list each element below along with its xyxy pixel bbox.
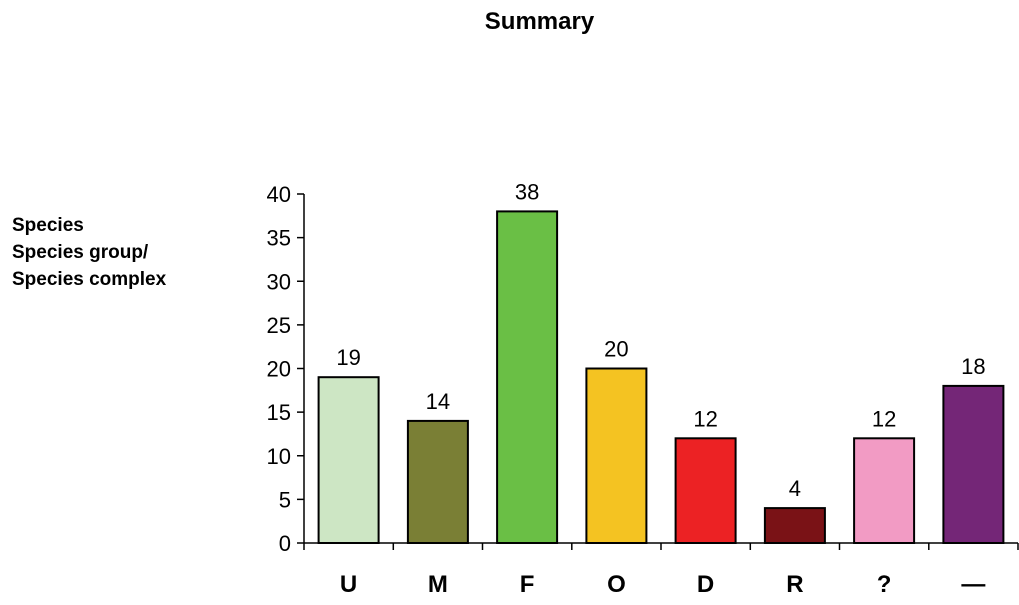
x-tick-label-7: — [961, 571, 985, 598]
x-tick-label-1: M [428, 571, 448, 598]
y-axis-label-line-1: Species [12, 215, 84, 236]
data-label-3: 20 [604, 337, 628, 362]
bar-4 [674, 437, 737, 544]
y-tick-label-3: 15 [267, 400, 291, 425]
y-tick-label-2: 10 [267, 444, 291, 469]
y-tick-label-5: 25 [267, 313, 291, 338]
data-label-1: 14 [426, 389, 450, 414]
bar-2 [496, 210, 559, 544]
bar-6 [853, 437, 916, 544]
x-tick-label-5: R [786, 571, 803, 598]
chart-title: Summary [484, 8, 595, 35]
bar-7 [942, 384, 1005, 544]
x-tick-label-2: F [520, 571, 535, 598]
bar-3 [585, 367, 648, 544]
data-label-0: 19 [336, 345, 360, 370]
data-label-5: 4 [789, 476, 801, 501]
x-tick-label-6: ? [877, 571, 892, 598]
y-tick-label-1: 5 [279, 487, 291, 512]
bar-5 [763, 507, 826, 545]
y-tick-label-4: 20 [267, 357, 291, 382]
y-tick-label-8: 40 [267, 182, 291, 207]
bar-0 [317, 376, 380, 545]
y-axis-label: Species Species group/ Species complex [12, 212, 166, 293]
y-tick-label-0: 0 [279, 531, 291, 556]
x-tick-label-0: U [340, 571, 357, 598]
data-label-6: 12 [872, 406, 896, 431]
y-axis-label-line-3: Species complex [12, 269, 167, 290]
x-tick-label-4: D [697, 571, 714, 598]
data-label-2: 38 [515, 179, 539, 204]
y-tick-label-6: 30 [267, 269, 291, 294]
data-label-7: 18 [961, 354, 985, 379]
y-axis-label-line-2: Species group/ [12, 242, 149, 263]
x-tick-label-3: O [607, 571, 626, 598]
data-label-4: 12 [693, 406, 717, 431]
y-tick-label-7: 35 [267, 226, 291, 251]
bar-1 [406, 419, 469, 544]
